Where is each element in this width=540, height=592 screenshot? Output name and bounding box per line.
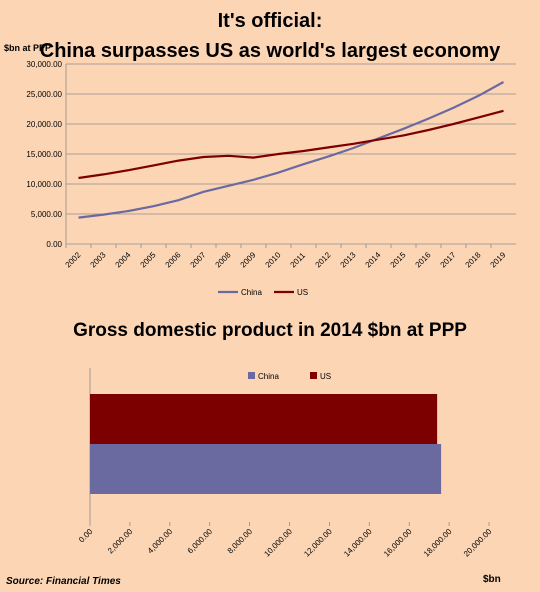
bar-x-tick-label: 8,000.00 — [226, 527, 255, 556]
y-tick-label: 5,000.00 — [31, 210, 63, 219]
series-line-us — [78, 109, 504, 180]
x-tick-label: 2003 — [89, 250, 108, 269]
y-tick-label: 10,000.00 — [26, 180, 62, 189]
x-tick-label: 2009 — [239, 250, 258, 269]
x-tick-label: 2011 — [289, 250, 308, 269]
bar-x-tick-label: 18,000.00 — [422, 527, 454, 559]
x-tick-label: 2006 — [164, 250, 183, 269]
x-tick-label: 2007 — [189, 250, 208, 269]
x-tick-label: 2010 — [264, 250, 283, 269]
x-tick-label: 2008 — [214, 250, 233, 269]
x-tick-label: 2014 — [364, 250, 383, 269]
bar-x-tick-label: 12,000.00 — [302, 527, 334, 559]
x-tick-label: 2017 — [439, 250, 458, 269]
series-line-china — [78, 81, 505, 219]
y-axis-label: $bn at PPP — [4, 43, 52, 53]
x-tick-label: 2016 — [414, 250, 433, 269]
x-tick-label: 2013 — [339, 250, 358, 269]
bar-x-tick-label: 2,000.00 — [106, 527, 135, 556]
bar-x-tick-label: 4,000.00 — [146, 527, 175, 556]
bar-x-tick-label: 16,000.00 — [382, 527, 414, 559]
bar-legend-swatch-us — [310, 372, 317, 379]
bar-china — [90, 444, 442, 494]
bar-legend-label-china: China — [258, 372, 279, 381]
y-tick-label: 0.00 — [46, 240, 62, 249]
legend-label-us: US — [297, 288, 308, 297]
y-tick-label: 20,000.00 — [26, 120, 62, 129]
legend-label-china: China — [241, 288, 262, 297]
x-tick-label: 2018 — [464, 250, 483, 269]
bar-x-tick-label: 6,000.00 — [186, 527, 215, 556]
chart-title-line-1: It's official: — [217, 10, 323, 32]
bar-legend-label-us: US — [320, 372, 331, 381]
bar-x-tick-label: 0.00 — [77, 527, 95, 545]
bar-legend-swatch-china — [248, 372, 255, 379]
bar-x-tick-label: 20,000.00 — [462, 527, 494, 559]
x-tick-label: 2015 — [389, 250, 408, 269]
x-tick-label: 2004 — [114, 250, 133, 269]
y-tick-label: 25,000.00 — [26, 90, 62, 99]
bar-x-tick-label: 10,000.00 — [262, 527, 294, 559]
x-tick-label: 2002 — [64, 250, 83, 269]
y-tick-label: 15,000.00 — [26, 150, 62, 159]
x-tick-label: 2012 — [314, 250, 333, 269]
x-tick-label: 2019 — [489, 250, 508, 269]
source-note: Source: Financial Times — [6, 576, 121, 587]
x-tick-label: 2005 — [139, 250, 158, 269]
x-axis-unit: $bn — [483, 574, 501, 585]
bar-us — [90, 394, 438, 444]
chart-title-line-2: China surpasses US as world's largest ec… — [39, 40, 501, 62]
bar-x-tick-label: 14,000.00 — [342, 527, 374, 559]
y-tick-label: 30,000.00 — [26, 60, 62, 69]
bar-chart-title: Gross domestic product in 2014 $bn at PP… — [73, 320, 467, 341]
